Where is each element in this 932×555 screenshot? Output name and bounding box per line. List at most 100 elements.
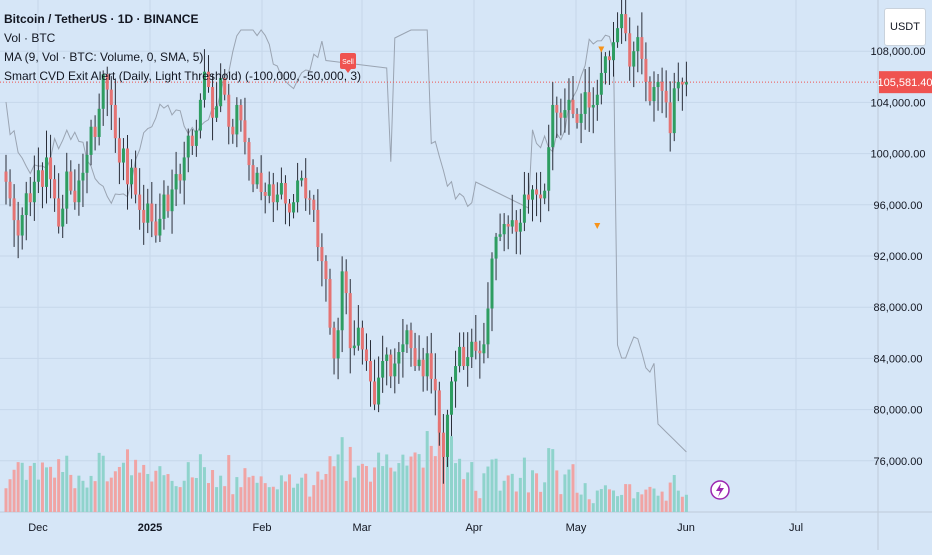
- volume-bar: [563, 474, 567, 512]
- volume-bar: [636, 492, 640, 512]
- candle-body: [271, 184, 275, 203]
- x-tick-label: 2025: [138, 522, 162, 534]
- candle-body: [526, 194, 530, 200]
- volume-bar: [28, 465, 32, 512]
- volume-bar: [211, 470, 215, 512]
- volume-bar: [445, 422, 449, 512]
- candle-body: [263, 192, 267, 196]
- cvd-indicator-label[interactable]: Smart CVD Exit Alert (Daily, Light Thres…: [4, 69, 362, 83]
- candle-body: [73, 190, 77, 203]
- volume-bar: [522, 457, 526, 512]
- volume-bar: [591, 503, 595, 512]
- volume-bar: [340, 437, 344, 512]
- volume-bar: [4, 488, 8, 512]
- sell-marker[interactable]: [340, 53, 356, 69]
- currency-button[interactable]: USDT: [884, 8, 926, 46]
- candle-body: [389, 354, 393, 377]
- candle-body: [142, 209, 146, 223]
- volume-bar: [283, 481, 287, 512]
- y-tick-label: 80,000.00: [874, 405, 923, 417]
- candle-body: [551, 104, 555, 148]
- volume-bar: [8, 479, 12, 512]
- candle-body: [474, 341, 478, 351]
- candle-body: [4, 171, 8, 182]
- candle-body: [134, 167, 138, 195]
- candle-body: [320, 247, 324, 262]
- candle-body: [77, 180, 81, 203]
- candle-body: [482, 344, 486, 354]
- candle-body: [616, 28, 620, 43]
- volume-bar: [178, 487, 182, 512]
- volume-bar: [348, 446, 352, 512]
- candle-body: [510, 220, 514, 227]
- candle-body: [150, 203, 154, 222]
- candle-body: [186, 135, 190, 158]
- volume-bar: [664, 500, 668, 512]
- candle-body: [97, 108, 101, 137]
- volume-bar: [202, 467, 206, 512]
- volume-bar: [543, 482, 547, 512]
- ma-indicator-label[interactable]: MA (9, Vol · BTC: Volume, 0, SMA, 5): [4, 50, 204, 64]
- volume-bar: [40, 462, 44, 512]
- volume-indicator-label[interactable]: Vol · BTC: [4, 31, 56, 45]
- volume-bar: [93, 481, 97, 512]
- candle-body: [279, 183, 283, 195]
- candle-body: [522, 194, 526, 223]
- candle-body: [502, 224, 506, 235]
- volume-bar: [437, 421, 441, 512]
- candle-body: [174, 174, 178, 190]
- candle-body: [126, 148, 129, 185]
- volume-bar: [130, 475, 134, 512]
- candle-body: [146, 203, 150, 223]
- candle-body: [121, 148, 125, 163]
- candle-body: [636, 37, 640, 52]
- candle-body: [178, 174, 182, 181]
- volume-bar: [595, 490, 599, 512]
- volume-bar: [373, 467, 377, 512]
- symbol-title[interactable]: Bitcoin / TetherUS · 1D · BINANCE: [4, 12, 199, 26]
- volume-bar: [113, 471, 117, 512]
- candle-body: [624, 14, 628, 34]
- candle-body: [539, 194, 543, 199]
- y-tick-label: 108,000.00: [870, 46, 925, 58]
- candle-body: [381, 360, 385, 378]
- volume-bar: [381, 466, 385, 512]
- exit-alert-marker: [598, 46, 605, 53]
- volume-bar: [288, 474, 291, 512]
- volume-bar: [97, 452, 101, 512]
- volume-bar: [486, 466, 490, 512]
- candle-body: [16, 220, 20, 236]
- volume-bar: [69, 474, 73, 512]
- volume-bar: [356, 465, 360, 512]
- candle-body: [356, 327, 360, 346]
- candle-body: [109, 89, 113, 105]
- volume-bar: [150, 481, 154, 512]
- volume-bar: [514, 491, 518, 512]
- volume-bar: [526, 492, 530, 512]
- volume-bar: [134, 459, 138, 512]
- sell-marker-label: Sell: [342, 59, 354, 66]
- last-price-badge[interactable]: [879, 71, 932, 94]
- candle-body: [198, 99, 202, 131]
- candle-body: [547, 147, 551, 191]
- candle-body: [170, 189, 174, 212]
- volume-bar: [571, 464, 575, 512]
- candle-body: [117, 138, 121, 163]
- volume-bar: [328, 456, 332, 512]
- exit-alert-marker: [594, 222, 601, 229]
- candle-body: [211, 87, 215, 118]
- candle-body: [397, 352, 401, 364]
- volume-bar: [304, 473, 308, 512]
- volume-bar: [166, 474, 170, 512]
- volume-bar: [259, 476, 263, 512]
- candle-body: [486, 308, 490, 345]
- lightning-bolt-glyph: [716, 483, 724, 497]
- volume-bar: [668, 482, 672, 512]
- x-tick-label: Jun: [677, 522, 695, 534]
- candle-body: [81, 172, 85, 181]
- candle-body: [640, 37, 644, 59]
- volume-bar: [498, 490, 502, 512]
- volume-bar: [105, 481, 109, 512]
